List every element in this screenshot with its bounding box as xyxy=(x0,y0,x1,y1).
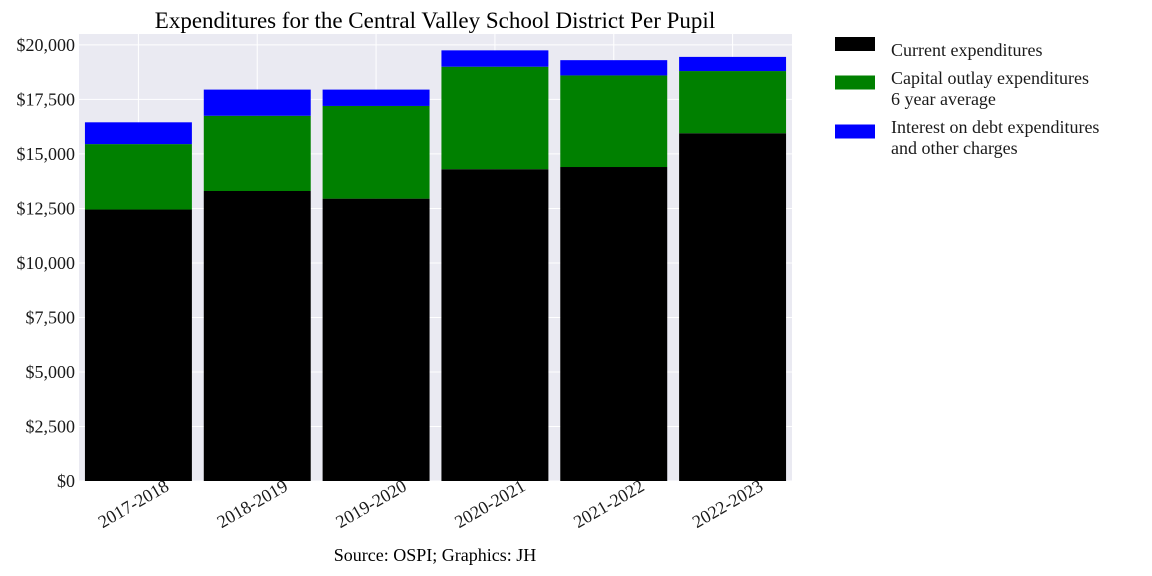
bar-segment-series-2 xyxy=(560,75,668,168)
y-tick-label: $15,000 xyxy=(17,144,76,164)
bar-segment-series-1 xyxy=(84,209,192,481)
legend-label: Current expenditures xyxy=(891,40,1042,60)
bar-segment-series-2 xyxy=(203,115,311,191)
legend-label: 6 year average xyxy=(891,89,996,109)
bar-segment-series-3 xyxy=(203,89,311,116)
bar-segment-series-2 xyxy=(84,144,192,210)
bar-segment-series-1 xyxy=(322,198,430,481)
y-tick-label: $17,500 xyxy=(17,89,76,109)
bar-segment-series-3 xyxy=(441,50,549,67)
x-tick-label: 2018-2019 xyxy=(213,476,291,532)
x-tick-label: 2020-2021 xyxy=(451,476,529,532)
bar-segment-series-3 xyxy=(560,60,668,76)
legend-swatch-series-2 xyxy=(835,75,875,90)
y-tick-label: $0 xyxy=(57,471,75,491)
legend-swatch-series-1 xyxy=(835,37,875,51)
y-tick-label: $10,000 xyxy=(17,253,76,273)
bar-segment-series-3 xyxy=(84,122,192,145)
y-tick-label: $5,000 xyxy=(26,362,76,382)
legend-label: and other charges xyxy=(891,138,1018,158)
plot-area xyxy=(79,34,792,481)
x-tick-label: 2019-2020 xyxy=(332,476,410,532)
legend-label: Capital outlay expenditures xyxy=(891,68,1089,88)
bar-segment-series-2 xyxy=(441,66,549,170)
bar-segment-series-1 xyxy=(679,133,787,481)
x-tick-label: 2022-2023 xyxy=(689,476,767,532)
legend: Current expenditures Capital outlay expen… xyxy=(835,37,1099,158)
bar-segment-series-2 xyxy=(322,105,430,199)
y-tick-label: $7,500 xyxy=(26,307,76,327)
y-tick-label: $2,500 xyxy=(26,416,76,436)
y-tick-label: $20,000 xyxy=(17,35,76,55)
x-tick-label: 2021-2022 xyxy=(570,476,648,532)
bar-segment-series-3 xyxy=(322,89,430,106)
bar-segment-series-2 xyxy=(679,71,787,134)
chart-title: Expenditures for the Central Valley Scho… xyxy=(155,8,715,33)
bar-segment-series-1 xyxy=(560,167,668,481)
bar-segment-series-1 xyxy=(203,190,311,481)
bars xyxy=(84,50,787,481)
legend-label: Interest on debt expenditures xyxy=(891,117,1099,137)
bar-segment-series-1 xyxy=(441,169,549,481)
x-axis-ticks: 2017-2018 2018-2019 2019-2020 2020-2021 2021… xyxy=(95,476,767,532)
x-tick-label: 2017-2018 xyxy=(95,476,173,532)
bar-segment-series-3 xyxy=(679,56,787,72)
source-caption: Source: OSPI; Graphics: JH xyxy=(334,545,536,565)
y-axis-ticks: $0 $2,500 $5,000 $7,500 $10,000 $12,500 $15,00… xyxy=(17,35,76,491)
legend-swatch-series-3 xyxy=(835,124,875,139)
y-tick-label: $12,500 xyxy=(17,198,76,218)
